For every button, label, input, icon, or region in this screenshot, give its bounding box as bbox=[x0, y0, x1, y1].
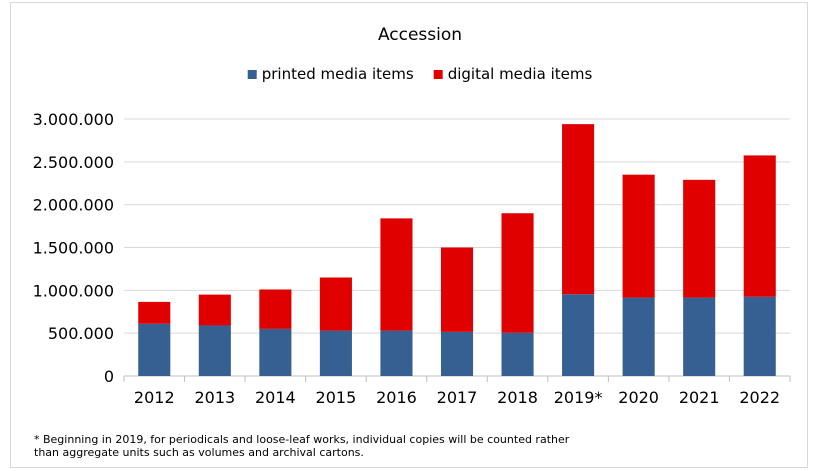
bar-segment bbox=[138, 323, 171, 376]
bar-segment bbox=[380, 218, 413, 331]
bar-segment bbox=[743, 155, 776, 297]
x-tick-label: 2021 bbox=[679, 388, 720, 407]
bar-segment bbox=[501, 332, 534, 376]
bar-segment bbox=[198, 325, 231, 376]
bar-segment bbox=[501, 213, 534, 333]
x-tick-label: 2015 bbox=[316, 388, 357, 407]
x-tick-label: 2018 bbox=[497, 388, 538, 407]
legend-swatch bbox=[433, 70, 443, 79]
bar-segment bbox=[562, 124, 595, 295]
footnote: * Beginning in 2019, for periodicals and… bbox=[34, 433, 774, 459]
legend-swatch bbox=[247, 70, 257, 79]
footnote-line-1: * Beginning in 2019, for periodicals and… bbox=[34, 433, 570, 446]
gridlines bbox=[124, 118, 790, 377]
bar-segment bbox=[259, 289, 292, 329]
legend-label: printed media items bbox=[262, 65, 414, 83]
bar-segment bbox=[743, 296, 776, 376]
bars bbox=[138, 124, 776, 376]
y-axis: 0 500.000 1.000.000 1.500.000 2.000.000 2.500… bbox=[33, 110, 114, 386]
y-tick-label: 500.000 bbox=[48, 324, 114, 343]
x-tick-label: 2019* bbox=[554, 388, 603, 407]
bar-segment bbox=[198, 294, 231, 326]
footnote-line-2: than aggregate units such as volumes and… bbox=[34, 446, 364, 459]
chart-title: Accession bbox=[378, 25, 462, 45]
y-tick-label: 0 bbox=[104, 367, 114, 386]
bar-segment bbox=[440, 247, 474, 332]
bar-segment bbox=[683, 297, 716, 376]
x-tick-label: 2013 bbox=[194, 388, 235, 407]
bar-segment bbox=[562, 294, 595, 376]
x-tick-label: 2016 bbox=[376, 388, 417, 407]
x-tick-label: 2012 bbox=[134, 388, 175, 407]
x-tick-label: 2022 bbox=[739, 388, 780, 407]
bar-segment bbox=[138, 301, 171, 324]
bar-segment bbox=[622, 174, 655, 298]
bar-segment bbox=[380, 330, 413, 376]
x-tick-label: 2014 bbox=[255, 388, 296, 407]
legend-label: digital media items bbox=[448, 65, 593, 83]
bar-segment bbox=[683, 179, 716, 298]
y-tick-label: 3.000.000 bbox=[33, 110, 114, 129]
bar-segment bbox=[440, 331, 474, 376]
legend: printed media items digital media items bbox=[247, 65, 593, 83]
y-tick-label: 2.000.000 bbox=[33, 196, 114, 215]
bar-segment bbox=[319, 277, 352, 331]
bar-segment bbox=[259, 328, 292, 376]
x-axis: 2012 2013 2014 2015 2016 2017 2018 2019* 2020 202… bbox=[123, 376, 791, 407]
x-tick-label: 2020 bbox=[618, 388, 659, 407]
bar-segment bbox=[319, 330, 352, 376]
y-tick-label: 1.000.000 bbox=[33, 281, 114, 300]
x-tick-label: 2017 bbox=[437, 388, 478, 407]
bar-segment bbox=[622, 297, 655, 376]
y-tick-label: 1.500.000 bbox=[33, 239, 114, 258]
y-tick-label: 2.500.000 bbox=[33, 153, 114, 172]
